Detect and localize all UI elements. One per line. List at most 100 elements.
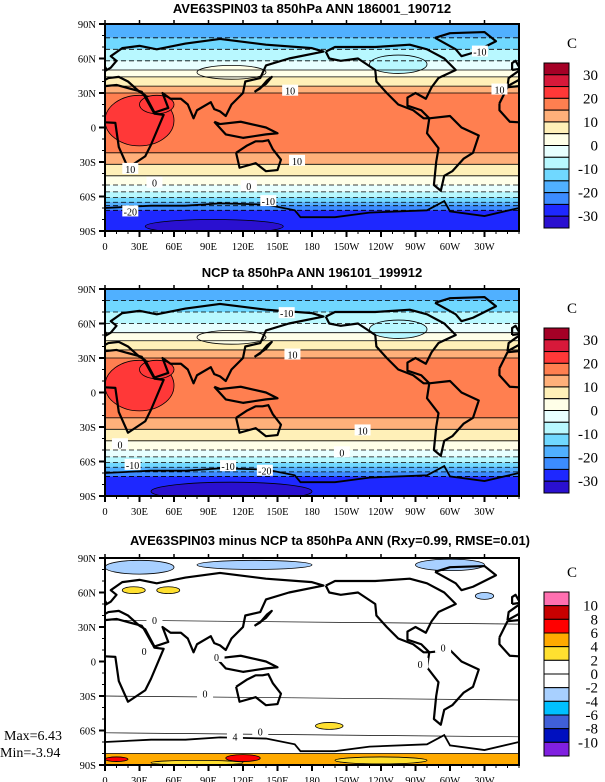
coastline <box>213 120 279 139</box>
coastline <box>105 617 165 703</box>
colorbar-label: -6 <box>586 708 599 724</box>
contour-fill-band <box>105 471 519 477</box>
colorbar-box <box>543 145 570 158</box>
colorbar-box <box>543 168 570 182</box>
contour-fill-band <box>105 185 519 192</box>
lon-tick-label: 150E <box>266 242 288 253</box>
coastline <box>324 43 457 120</box>
contour-fill-patch <box>225 754 261 762</box>
lon-tick-label: 90W <box>405 507 426 518</box>
lon-tick-label: 90E <box>200 242 217 253</box>
colorbar-label: -4 <box>586 694 599 710</box>
lon-tick-label: 120E <box>232 242 254 253</box>
contour-label: 0 <box>152 616 157 627</box>
coastline <box>425 379 480 457</box>
contour-label: 0 <box>117 440 122 451</box>
lon-tick-label: 90E <box>200 776 217 782</box>
contour-fill-patch <box>369 54 428 74</box>
lon-tick-label: 120W <box>368 507 394 518</box>
contour-fill-patch <box>196 559 313 570</box>
contour-label-bg <box>471 45 488 57</box>
max-value: Max=6.43 <box>4 729 62 744</box>
lon-tick-label: 60E <box>166 242 183 253</box>
lon-tick-label: 60E <box>166 776 183 782</box>
colorbar-box <box>543 591 570 607</box>
colorbar-box <box>543 646 570 661</box>
colorbar-box <box>543 203 570 217</box>
colorbar-box <box>543 728 570 743</box>
lat-tick-label: 90N <box>78 20 97 31</box>
contour-label-bg <box>240 180 257 192</box>
colorbar-label: 0 <box>591 667 599 683</box>
colorbar-box <box>543 457 570 470</box>
coastline <box>434 295 498 323</box>
lat-tick-label: 60S <box>80 193 97 204</box>
colorbar-unit: C <box>567 36 577 52</box>
contour-label-bg <box>197 687 214 699</box>
lon-tick-label: 0 <box>102 776 107 782</box>
lat-tick-label: 0 <box>91 124 96 135</box>
contour-label: -10 <box>126 461 139 472</box>
coastline <box>105 37 325 120</box>
lon-tick-label: 150W <box>334 242 360 253</box>
lon-tick-label: 120E <box>232 507 254 518</box>
colorbar-box <box>543 97 570 111</box>
colorbar-label: 8 <box>591 612 599 628</box>
colorbar-box <box>543 421 570 435</box>
coastline <box>13 381 65 456</box>
colorbar-box <box>543 386 570 400</box>
contour-label-bg <box>435 641 452 653</box>
contour-label-bg <box>256 464 273 476</box>
colorbar-label: 2 <box>591 653 599 669</box>
contour-label: 0 <box>258 728 263 739</box>
colorbar-label: -10 <box>578 427 598 443</box>
contour-fill-patch <box>334 756 428 765</box>
contour-fill-band <box>105 332 519 341</box>
lon-tick-label: 120W <box>368 776 394 782</box>
colorbar-box <box>543 700 570 716</box>
contour-line <box>105 619 519 625</box>
map-area: 10 10 0 0 -10 -10 -20 -10 <box>13 289 519 496</box>
colorbar-label: 0 <box>591 404 599 420</box>
colorbar-box <box>543 133 570 146</box>
colorbar-box <box>543 714 570 730</box>
contour-fill-band <box>105 60 519 70</box>
lon-tick-label: 30E <box>131 507 148 518</box>
colorbar-box <box>543 659 570 675</box>
contour-label-bg <box>333 446 350 458</box>
contour-label: -10 <box>280 309 293 320</box>
colorbar-box <box>543 327 570 341</box>
coastline <box>498 84 519 124</box>
contour-fill-band <box>105 76 519 87</box>
contour-fill-band <box>105 49 519 61</box>
min-value: Min=-3.94 <box>0 746 60 761</box>
contour-fill-band <box>105 440 519 450</box>
colorbar-box <box>543 62 570 76</box>
coastline <box>105 571 325 654</box>
colorbar-label: -8 <box>586 722 599 738</box>
colorbar-label: -30 <box>578 209 598 225</box>
contour-label: -10 <box>221 462 234 473</box>
lat-tick-label: 60S <box>80 458 97 469</box>
colorbar-label: 20 <box>583 356 598 372</box>
colorbar-box <box>543 480 570 494</box>
contour-label: 10 <box>358 426 368 437</box>
contour-fill-band <box>105 175 519 185</box>
contour-fill-band <box>105 462 519 468</box>
colorbar-label: 30 <box>583 68 598 84</box>
lon-tick-label: 60W <box>440 507 461 518</box>
colorbar-box <box>543 339 570 353</box>
coastline <box>13 650 65 725</box>
lat-tick-label: 60N <box>78 55 97 66</box>
contour-label: 10 <box>494 86 504 97</box>
coastline <box>253 340 273 358</box>
lon-tick-label: 30E <box>131 776 148 782</box>
contour-label: 10 <box>287 351 297 362</box>
coastline <box>0 45 42 119</box>
lat-tick-label: 0 <box>91 658 96 669</box>
colorbar-box <box>543 109 570 123</box>
contour-label: 4 <box>232 732 237 743</box>
contour-label-bg <box>289 154 306 166</box>
contour-fill-band <box>105 429 519 441</box>
coastline <box>235 404 283 438</box>
